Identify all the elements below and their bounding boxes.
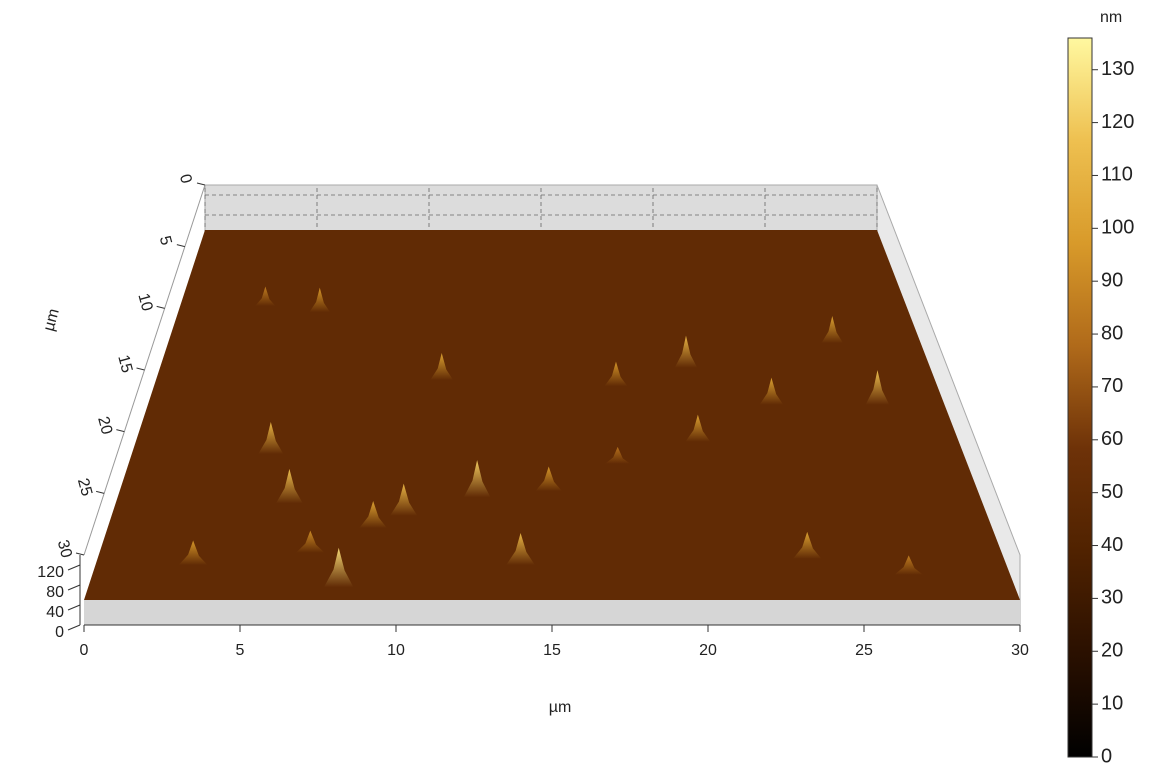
- colorbar-tick-label: 60: [1101, 428, 1123, 450]
- x-tick-label: 10: [387, 642, 405, 659]
- x-tick-label: 25: [855, 642, 873, 659]
- z-tick: [68, 625, 80, 630]
- surface: [84, 230, 1020, 600]
- y-tick-label: 0: [176, 172, 195, 185]
- y-tick: [157, 306, 165, 308]
- z-tick-label: 120: [37, 564, 64, 581]
- x-tick-label: 0: [80, 642, 89, 659]
- y-tick-label: 15: [114, 353, 135, 375]
- y-tick: [177, 245, 185, 247]
- chart: µm µm nm 0 5 10 15 20 25 30 0 5 10 15 20 25 30 0 40 80 12…: [0, 0, 1158, 767]
- colorbar-tick-label: 70: [1101, 375, 1123, 397]
- z-tick: [68, 585, 80, 590]
- y-tick: [116, 430, 124, 432]
- x-tick-label: 5: [236, 642, 245, 659]
- y-tick: [197, 183, 205, 185]
- x-tick-label: 15: [543, 642, 561, 659]
- y-tick-label: 30: [54, 538, 75, 560]
- x-axis-label: µm: [549, 699, 572, 716]
- colorbar: [1068, 38, 1092, 757]
- colorbar-tick-label: 20: [1101, 640, 1123, 662]
- y-tick-label: 20: [94, 415, 115, 437]
- colorbar-tick-label: 30: [1101, 587, 1123, 609]
- colorbar-tick-label: 100: [1101, 217, 1134, 239]
- z-tick-label: 80: [46, 584, 64, 601]
- colorbar-tick-label: 50: [1101, 481, 1123, 503]
- y-tick-label: 10: [134, 291, 155, 313]
- y-tick: [96, 491, 104, 493]
- y-tick-label: 5: [156, 234, 175, 247]
- z-tick-label: 0: [55, 624, 64, 641]
- colorbar-tick-label: 40: [1101, 534, 1123, 556]
- y-axis-label: µm: [41, 307, 63, 333]
- x-tick-label: 20: [699, 642, 717, 659]
- y-tick: [137, 368, 145, 370]
- colorbar-tick-label: 80: [1101, 322, 1123, 344]
- z-tick: [68, 605, 80, 610]
- colorbar-tick-label: 0: [1101, 745, 1112, 767]
- x-tick-label: 30: [1011, 642, 1029, 659]
- z-tick-label: 40: [46, 604, 64, 621]
- z-tick: [68, 565, 80, 570]
- colorbar-tick-label: 90: [1101, 269, 1123, 291]
- y-tick: [76, 553, 84, 555]
- colorbar-tick-label: 110: [1101, 164, 1133, 186]
- colorbar-tick-label: 10: [1101, 692, 1123, 714]
- front-face: [84, 600, 1020, 625]
- page: µm µm nm 0 5 10 15 20 25 30 0 5 10 15 20 25 30 0 40 80 12…: [0, 0, 1158, 772]
- colorbar-label: nm: [1100, 9, 1122, 26]
- colorbar-tick-label: 130: [1101, 58, 1134, 80]
- colorbar-tick-label: 120: [1101, 111, 1134, 133]
- y-tick-label: 25: [74, 476, 95, 498]
